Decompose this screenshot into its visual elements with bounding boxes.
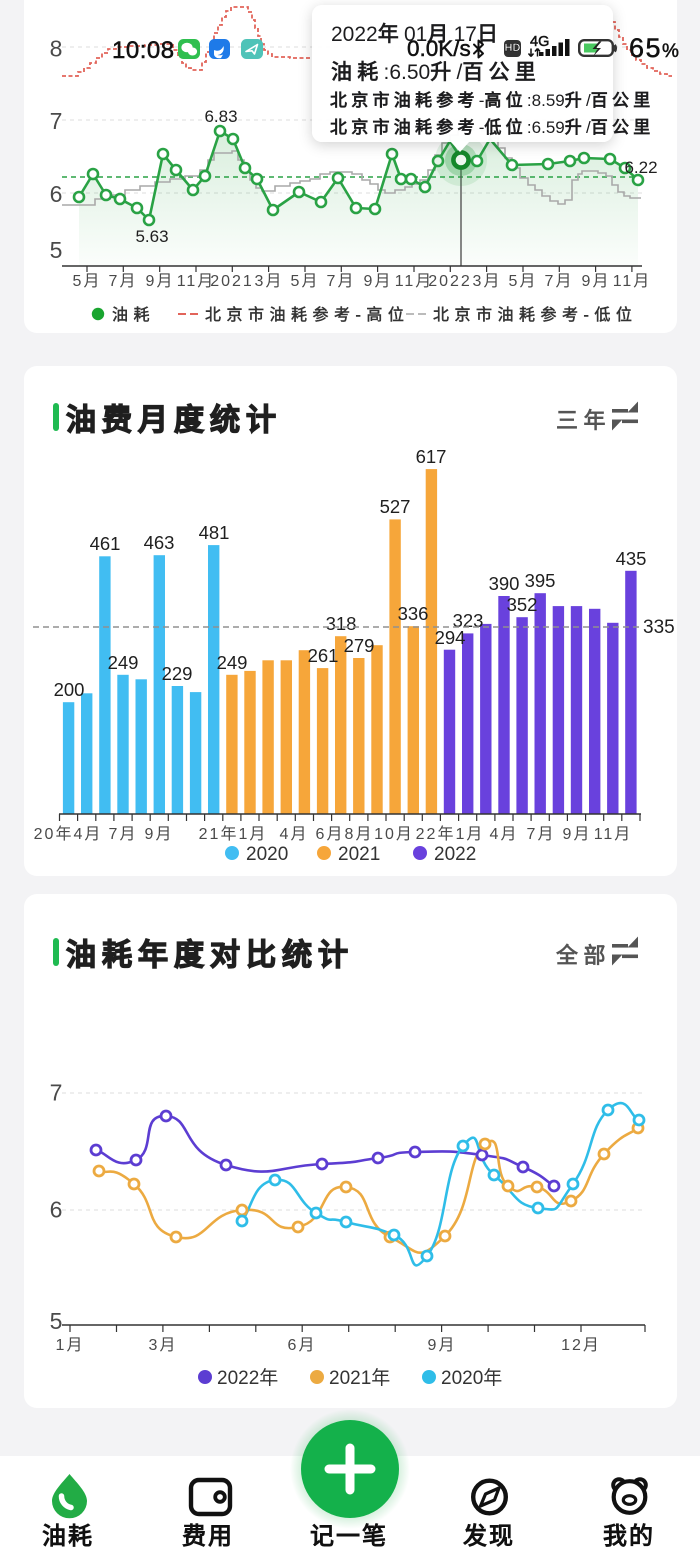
svg-text:11月: 11月 [594, 826, 633, 843]
svg-text:4月: 4月 [490, 826, 519, 843]
svg-text:2022: 2022 [434, 844, 476, 865]
svg-text:记一笔: 记一笔 [310, 1523, 388, 1550]
svg-text:2021: 2021 [210, 273, 254, 290]
svg-text:3月: 3月 [255, 273, 284, 290]
svg-text:352: 352 [507, 594, 538, 615]
svg-text:9月: 9月 [428, 1337, 457, 1354]
svg-text:229: 229 [162, 663, 193, 684]
svg-text:2020年: 2020年 [441, 1367, 502, 1389]
svg-text:5: 5 [50, 1308, 63, 1334]
svg-text:336: 336 [398, 603, 429, 624]
svg-text:335: 335 [643, 617, 675, 638]
svg-text:8: 8 [50, 36, 63, 62]
svg-text:5月: 5月 [73, 273, 102, 290]
svg-text:7月: 7月 [327, 273, 356, 290]
svg-text:3月: 3月 [473, 273, 502, 290]
svg-text:7: 7 [50, 1080, 63, 1106]
svg-text:9月: 9月 [145, 826, 174, 843]
svg-text:318: 318 [326, 613, 357, 634]
svg-text:6.83: 6.83 [204, 107, 237, 126]
svg-text:22年1月: 22年1月 [416, 825, 485, 843]
svg-text:21年1月: 21年1月 [199, 825, 268, 843]
svg-text:5: 5 [50, 237, 63, 263]
svg-text:11月: 11月 [613, 273, 652, 290]
svg-text:油耗年度对比统计: 油耗年度对比统计 [66, 938, 354, 972]
svg-text:10月: 10月 [374, 826, 414, 843]
svg-text:9月: 9月 [563, 826, 592, 843]
svg-text:油耗: 油耗 [42, 1523, 94, 1550]
svg-text:481: 481 [199, 522, 230, 543]
svg-text:279: 279 [344, 635, 375, 656]
svg-text:6月: 6月 [288, 1337, 317, 1354]
svg-text:9月: 9月 [582, 273, 611, 290]
svg-text:7月: 7月 [109, 826, 138, 843]
svg-text:7月: 7月 [545, 273, 574, 290]
svg-text:2022年: 2022年 [217, 1367, 278, 1389]
svg-text:11月: 11月 [395, 273, 434, 290]
svg-text:9月: 9月 [146, 273, 175, 290]
svg-text:323: 323 [453, 610, 484, 631]
svg-text:油耗: 油耗 [112, 306, 155, 324]
svg-text:249: 249 [217, 652, 248, 673]
svg-text:8月: 8月 [345, 826, 374, 843]
svg-text:4月: 4月 [280, 826, 309, 843]
svg-text:5月: 5月 [291, 273, 320, 290]
svg-text:527: 527 [380, 496, 411, 517]
svg-text:395: 395 [525, 570, 556, 591]
svg-text:北京市油耗参考-高位: 北京市油耗参考-高位 [205, 306, 409, 324]
svg-text:294: 294 [435, 627, 466, 648]
svg-text:12月: 12月 [561, 1337, 601, 1354]
svg-text:7: 7 [50, 108, 63, 134]
svg-text:390: 390 [489, 573, 520, 594]
svg-text:7月: 7月 [527, 826, 556, 843]
svg-text:435: 435 [616, 548, 647, 569]
svg-text:7月: 7月 [109, 273, 138, 290]
svg-text:油费月度统计: 油费月度统计 [66, 403, 282, 437]
svg-text:1月: 1月 [56, 1337, 85, 1354]
svg-text:全部: 全部 [556, 943, 611, 968]
svg-text:200: 200 [54, 679, 85, 700]
svg-text:2020: 2020 [246, 844, 288, 865]
svg-text:617: 617 [416, 446, 447, 467]
svg-text:3月: 3月 [149, 1337, 178, 1354]
svg-text:三年: 三年 [556, 408, 611, 433]
svg-text:20年4月: 20年4月 [34, 825, 103, 843]
svg-text:9月: 9月 [364, 273, 393, 290]
svg-text:6: 6 [50, 181, 63, 207]
svg-text:费用: 费用 [182, 1523, 234, 1550]
svg-text:发现: 发现 [463, 1523, 515, 1550]
svg-text:2022: 2022 [428, 273, 472, 290]
svg-text:11月: 11月 [177, 273, 216, 290]
svg-text:2021年: 2021年 [329, 1367, 390, 1389]
svg-text:261: 261 [308, 645, 339, 666]
svg-text:我的: 我的 [603, 1523, 655, 1550]
svg-text:2021: 2021 [338, 844, 380, 865]
svg-text:6月: 6月 [316, 826, 345, 843]
svg-text:5月: 5月 [509, 273, 538, 290]
svg-text:6.22: 6.22 [624, 158, 657, 177]
svg-text:461: 461 [90, 533, 121, 554]
svg-text:北京市油耗参考-低位: 北京市油耗参考-低位 [433, 306, 637, 324]
svg-text:249: 249 [108, 652, 139, 673]
svg-text:6: 6 [50, 1197, 63, 1223]
svg-text:463: 463 [144, 532, 175, 553]
svg-text:5.63: 5.63 [135, 227, 168, 246]
